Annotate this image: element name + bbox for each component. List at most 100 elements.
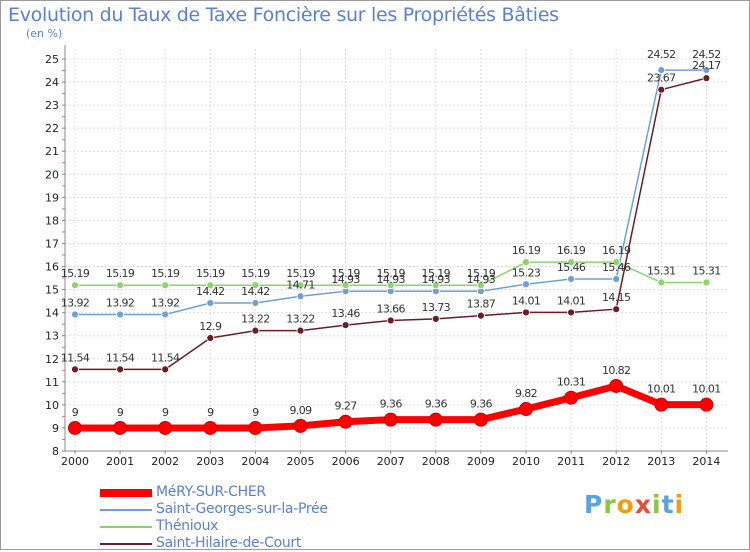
x-tick-label: 2009 [467, 455, 495, 468]
data-label: 15.19 [241, 267, 270, 280]
series-point-3 [567, 308, 575, 317]
data-label: 9 [72, 406, 79, 419]
data-label: 9 [252, 406, 259, 419]
series-point-1 [116, 310, 124, 319]
x-tick-label: 2013 [647, 455, 675, 468]
series-point-3 [296, 326, 305, 335]
series-point-1 [206, 299, 215, 307]
y-tick-label: 14 [45, 307, 59, 320]
series-point-0 [158, 420, 173, 435]
legend-label: Saint-Hilaire-de-Court [156, 535, 302, 551]
series-point-2 [116, 281, 124, 290]
data-label: 12.9 [199, 320, 222, 333]
data-label: 14.15 [602, 291, 631, 304]
data-label: 13.73 [422, 301, 451, 314]
logo-letter: o [616, 490, 635, 519]
series-point-3 [386, 316, 395, 325]
series-point-0 [338, 414, 353, 429]
series-point-2 [206, 281, 215, 290]
y-tick-label: 22 [45, 122, 59, 135]
series-point-0 [203, 420, 218, 435]
x-tick-label: 2005 [287, 455, 315, 468]
series-point-3 [612, 305, 621, 314]
data-label: 15.19 [196, 267, 225, 280]
data-label: 15.19 [376, 267, 405, 280]
series-point-0 [383, 412, 398, 427]
data-label: 14.42 [241, 285, 270, 298]
data-label: 13.66 [376, 302, 405, 315]
series-point-0 [473, 412, 488, 427]
data-label: 10.01 [647, 383, 676, 396]
data-label: 15.31 [692, 264, 721, 277]
chart-title: Evolution du Taux de Taxe Foncière sur l… [8, 4, 559, 26]
unit-label: (en %) [26, 27, 63, 40]
series-point-3 [71, 365, 79, 374]
y-tick-label: 16 [45, 261, 59, 274]
data-label: 15.46 [557, 261, 586, 274]
y-tick-label: 23 [45, 99, 59, 112]
series-point-2 [296, 281, 305, 290]
y-tick-label: 11 [45, 376, 59, 389]
y-tick-label: 19 [45, 191, 59, 204]
data-label: 14.93 [331, 273, 360, 286]
series-point-3 [657, 85, 666, 94]
x-tick-label: 2014 [692, 455, 720, 468]
legend-swatch [100, 526, 152, 528]
y-tick-label: 10 [45, 399, 59, 412]
data-label: 13.92 [106, 296, 135, 309]
legend-swatch [100, 489, 152, 497]
data-label: 13.22 [286, 313, 315, 326]
data-label: 9.36 [380, 398, 403, 411]
data-label: 16.19 [602, 244, 631, 257]
y-tick-label: 21 [45, 145, 59, 158]
legend-swatch [100, 509, 152, 511]
series-point-3 [341, 321, 350, 329]
data-label: 15.19 [467, 267, 496, 280]
series-point-0 [248, 420, 263, 435]
data-labels: 9 9 9 9 9 9.09 9.27 9.36 9.36 9.36 9.82 10.31 10.82 1… [61, 48, 722, 419]
y-tick-label: 13 [45, 330, 59, 343]
data-label: 9 [162, 406, 169, 419]
data-label: 11.54 [61, 351, 90, 364]
logo-letter: i [652, 490, 662, 519]
series-point-2 [476, 281, 485, 290]
logo-letter: P [584, 490, 604, 519]
axes: 8 9 10 11 12 13 14 15 16 17 18 19 20 21 22 23 24 25 2000 20… [45, 45, 728, 468]
series-point-0 [654, 397, 669, 412]
data-label: 15.19 [331, 267, 360, 280]
data-label: 23.67 [647, 72, 676, 85]
series-point-0 [699, 397, 714, 412]
data-label: 24.17 [692, 59, 721, 72]
series [68, 66, 714, 435]
series-point-1 [567, 275, 575, 283]
series-point-1 [161, 310, 170, 319]
x-tick-label: 2002 [151, 455, 179, 468]
series-point-2 [71, 281, 79, 290]
series-point-1 [71, 310, 79, 319]
data-label: 14.42 [196, 285, 225, 298]
data-label: 9.36 [425, 398, 448, 411]
logo-letter: r [603, 490, 617, 519]
data-label: 14.01 [557, 294, 586, 307]
series-point-0 [293, 418, 308, 433]
data-label: 9.36 [470, 398, 493, 411]
series-point-2 [567, 258, 575, 267]
series-point-1 [251, 299, 260, 307]
data-label: 14.93 [422, 273, 451, 286]
y-tick-label: 15 [45, 284, 59, 297]
series-point-2 [386, 281, 395, 290]
y-tick-label: 17 [45, 237, 59, 250]
y-tick-label: 24 [45, 76, 59, 89]
legend-label: MéRY-SUR-CHER [156, 484, 266, 500]
series-point-2 [341, 281, 350, 290]
series-point-0 [428, 412, 443, 427]
data-label: 9.09 [289, 404, 312, 417]
data-label: 10.01 [692, 383, 721, 396]
series-point-3 [251, 326, 260, 335]
series-point-3 [206, 334, 215, 342]
data-label: 15.31 [647, 264, 676, 277]
x-tick-label: 2006 [332, 455, 360, 468]
x-tick-label: 2000 [61, 455, 89, 468]
data-label: 9.82 [515, 387, 537, 400]
